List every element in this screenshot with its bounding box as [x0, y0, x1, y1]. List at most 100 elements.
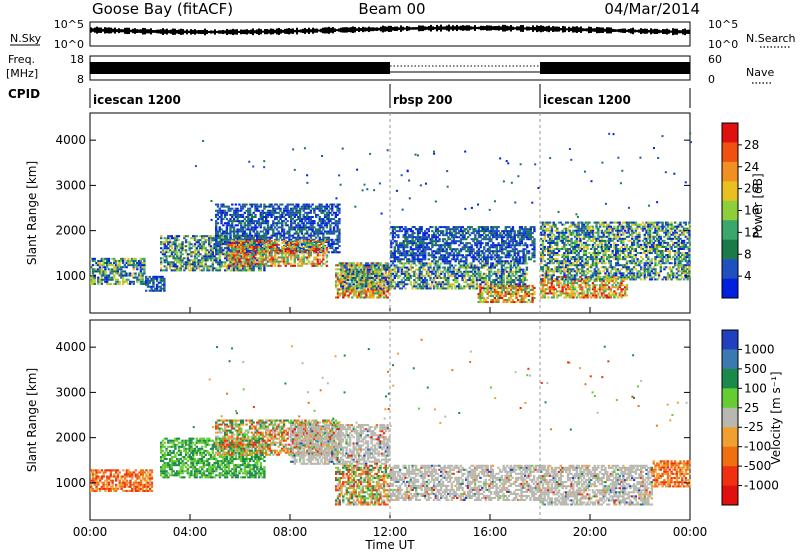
range-gate-cell: [306, 203, 309, 206]
range-gate-cell: [382, 292, 386, 295]
range-gate-cell: [456, 281, 459, 284]
range-gate-cell: [477, 252, 481, 255]
range-gate-cell: [247, 240, 250, 243]
range-gate-cell: [438, 234, 441, 237]
range-gate-cell: [206, 255, 209, 258]
range-gate-cell: [329, 224, 332, 227]
range-gate-cell: [459, 264, 463, 267]
range-gate-cell: [441, 276, 445, 280]
range-gate-cell: [220, 253, 223, 256]
range-gate-cell: [338, 280, 341, 283]
range-gate-cell: [320, 222, 323, 225]
range-gate-cell: [254, 240, 257, 243]
range-gate-cell: [104, 268, 107, 271]
range-gate-cell: [273, 207, 277, 210]
range-gate-cell: [234, 264, 238, 267]
range-gate-cell: [222, 203, 225, 206]
range-gate-cell: [311, 207, 314, 210]
range-gate-cell: [402, 270, 405, 273]
range-gate-cell: [488, 256, 491, 259]
range-gate-cell: [291, 251, 295, 254]
range-gate-cell: [160, 259, 163, 262]
range-gate-cell: [473, 272, 477, 275]
range-gate-cell: [304, 250, 307, 253]
range-gate-cell: [374, 292, 377, 295]
range-gate-cell: [304, 215, 307, 219]
range-gate-cell: [146, 277, 150, 280]
range-gate-cell: [332, 228, 336, 231]
range-gate-cell: [256, 205, 259, 208]
range-gate-cell: [402, 283, 405, 286]
range-gate-cell: [436, 266, 439, 269]
range-gate-cell: [432, 276, 436, 280]
range-gate-cell: [450, 283, 454, 286]
noise-sample: [100, 27, 102, 33]
range-gate-cell: [490, 234, 493, 237]
range-gate-cell: [343, 294, 347, 297]
range-gate-cell: [431, 242, 434, 245]
range-gate-cell: [390, 279, 393, 282]
range-gate-cell: [236, 240, 239, 243]
noise-sample: [116, 29, 118, 33]
range-gate-cell: [327, 236, 330, 239]
range-gate-cell: [506, 283, 509, 286]
range-gate-cell: [313, 226, 316, 229]
range-gate-cell: [342, 280, 345, 283]
range-gate-cell: [257, 218, 261, 221]
range-gate-cell: [200, 243, 204, 246]
range-gate-cell: [438, 240, 441, 243]
noise-sample: [92, 28, 94, 32]
range-gate-cell: [500, 240, 504, 243]
range-gate-cell: [466, 250, 470, 253]
range-gate-cell: [343, 262, 346, 265]
range-gate-cell: [409, 240, 413, 243]
range-gate-cell: [290, 226, 293, 229]
range-gate-cell: [252, 249, 255, 252]
range-gate-cell: [315, 230, 318, 233]
range-gate-cell: [250, 248, 254, 251]
range-gate-cell: [111, 272, 114, 275]
range-gate-cell: [518, 274, 521, 277]
range-gate-cell: [279, 249, 282, 252]
range-gate-cell: [238, 220, 241, 223]
range-gate-cell: [504, 228, 507, 231]
range-gate-cell: [447, 281, 450, 284]
range-gate-cell: [335, 272, 338, 275]
range-gate-cell: [452, 236, 456, 239]
range-gate-cell: [418, 272, 421, 275]
range-gate-cell: [390, 276, 393, 280]
range-gate-cell: [331, 203, 334, 206]
range-gate-cell: [313, 248, 316, 251]
range-gate-cell: [509, 246, 513, 249]
range-gate-cell: [497, 256, 500, 259]
range-gate-cell: [372, 285, 375, 288]
range-gate-cell: [463, 262, 466, 265]
range-gate-cell: [356, 290, 359, 293]
range-gate-cell: [465, 244, 468, 247]
range-gate-cell: [418, 238, 422, 241]
range-gate-cell: [343, 270, 347, 273]
range-gate-cell: [188, 261, 191, 264]
range-gate-cell: [139, 259, 143, 262]
range-gate-cell: [257, 265, 261, 268]
range-gate-cell: [273, 209, 277, 212]
range-gate-cell: [206, 269, 209, 272]
range-gate-cell: [470, 270, 473, 273]
range-gate-cell: [422, 266, 425, 269]
range-gate-cell: [240, 255, 243, 258]
range-gate-cell: [393, 266, 396, 269]
range-gate-cell: [141, 257, 144, 260]
range-gate-cell: [155, 275, 159, 278]
range-gate-cell: [347, 279, 350, 282]
range-gate-cell: [241, 256, 245, 259]
range-gate-cell: [254, 254, 257, 257]
range-gate-cell: [265, 258, 268, 261]
range-gate-cell: [313, 252, 316, 255]
range-gate-cell: [438, 272, 441, 275]
range-gate-cell: [415, 252, 418, 255]
noise-sample: [126, 27, 128, 35]
range-gate-cell: [345, 287, 348, 290]
range-gate-cell: [215, 224, 218, 227]
range-gate-cell: [454, 279, 457, 282]
range-gate-cell: [148, 285, 152, 288]
